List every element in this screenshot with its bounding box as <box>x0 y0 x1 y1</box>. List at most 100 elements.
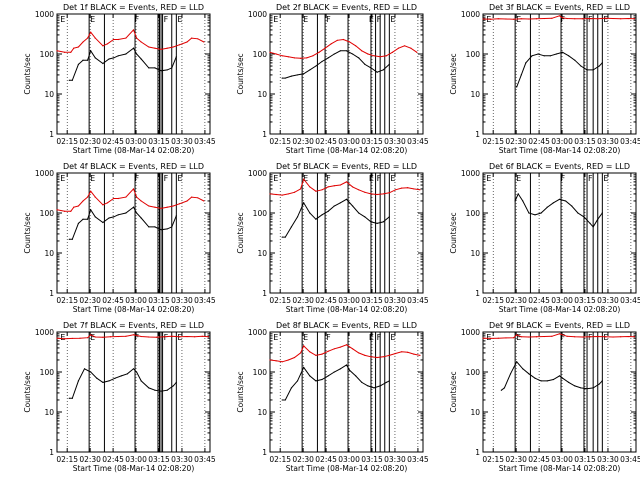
y-tick-label: 1000 <box>461 169 480 178</box>
red-data-point <box>87 337 89 339</box>
red-data-point <box>321 189 323 191</box>
flag-label: E <box>177 174 182 183</box>
black-data-point <box>327 375 329 377</box>
red-data-point <box>113 38 115 41</box>
black-data-point <box>516 361 518 363</box>
black-data-point <box>580 387 582 389</box>
x-tick-label: 02:30 <box>292 296 314 305</box>
black-data-point <box>586 388 588 390</box>
x-tick-label: 03:15 <box>148 296 170 305</box>
red-data-point <box>197 197 199 199</box>
y-axis-label: Counts/sec <box>449 371 458 412</box>
red-data-point <box>166 206 168 208</box>
red-data-point <box>333 185 335 187</box>
red-data-point <box>561 17 564 19</box>
red-data-point <box>303 345 305 347</box>
red-data-point <box>373 55 375 57</box>
black-data-point <box>90 50 92 52</box>
red-data-point <box>160 207 162 210</box>
red-data-point <box>102 336 104 338</box>
red-data-point <box>410 47 412 49</box>
red-data-point <box>520 336 522 338</box>
black-data-point <box>160 390 162 392</box>
black-data-point <box>132 47 135 49</box>
red-data-point <box>166 47 168 49</box>
x-tick-label: 02:45 <box>102 296 124 305</box>
black-data-point <box>333 53 335 55</box>
y-tick-label: 1 <box>49 130 54 139</box>
y-axis-label: Counts/sec <box>23 371 32 412</box>
red-data-point <box>407 351 409 353</box>
black-data-point <box>148 387 150 389</box>
x-tick-label: 02:15 <box>269 137 291 146</box>
black-data-point <box>516 86 518 88</box>
black-data-point <box>348 369 351 371</box>
flag-label: E <box>273 15 278 24</box>
x-tick-label: 02:15 <box>482 455 504 464</box>
red-data-point <box>513 337 515 339</box>
red-data-point <box>300 188 302 190</box>
x-tick-label: 03:30 <box>384 296 406 305</box>
red-data-point <box>382 193 384 195</box>
red-data-point <box>148 205 150 207</box>
red-data-point <box>516 334 518 336</box>
red-data-point <box>627 335 629 338</box>
y-tick-label: 10 <box>44 90 54 99</box>
red-data-point <box>309 351 311 353</box>
red-data-point <box>125 37 127 39</box>
black-data-point <box>583 216 585 218</box>
y-tick-label: 1000 <box>248 10 267 19</box>
red-data-point <box>70 210 72 212</box>
red-data-point <box>64 210 66 212</box>
flag-label: E <box>303 174 308 183</box>
black-data-point <box>525 62 527 64</box>
red-data-point <box>132 188 135 190</box>
chart-title: Det 4f BLACK = Events, RED = LLD <box>63 162 204 171</box>
flag-label: E <box>60 15 65 24</box>
black-data-point <box>321 214 323 216</box>
y-tick-label: 1000 <box>35 169 54 178</box>
x-tick-label: 02:30 <box>505 455 527 464</box>
flag-label: F <box>326 174 331 183</box>
red-data-point <box>345 344 348 346</box>
red-data-point <box>404 45 406 47</box>
plot-frame <box>56 13 211 135</box>
black-data-point <box>108 380 110 382</box>
black-data-point <box>537 53 539 55</box>
black-data-point <box>522 200 524 202</box>
black-data-point <box>132 206 135 208</box>
red-data-point <box>321 353 323 355</box>
red-data-point <box>275 193 277 196</box>
x-tick-label: 02:45 <box>102 137 124 146</box>
black-data-point <box>531 55 533 57</box>
chart-title: Det 6f BLACK = Events, RED = LLD <box>489 162 630 171</box>
flag-label: F <box>164 174 169 183</box>
black-data-point <box>561 377 564 379</box>
y-tick-label: 1 <box>262 130 267 139</box>
red-data-point <box>148 336 150 338</box>
red-data-point <box>388 192 390 194</box>
black-data-point <box>321 378 323 381</box>
black-data-point <box>352 53 354 55</box>
black-data-point <box>102 221 104 224</box>
red-data-point <box>178 203 180 205</box>
black-data-point <box>385 381 387 383</box>
black-data-point <box>148 67 150 69</box>
flag-label: E <box>177 333 182 342</box>
red-data-point <box>94 336 96 338</box>
red-data-point <box>505 18 507 20</box>
red-data-point <box>281 194 283 196</box>
red-data-point <box>364 354 366 357</box>
black-series-line <box>69 206 177 240</box>
red-data-point <box>376 356 378 359</box>
flag-label: E <box>603 15 608 24</box>
black-data-point <box>558 375 561 377</box>
flag-label: E <box>390 15 395 24</box>
black-data-point <box>382 69 384 71</box>
black-data-point <box>361 381 363 383</box>
red-data-point <box>300 352 302 354</box>
red-series-line <box>482 15 635 20</box>
